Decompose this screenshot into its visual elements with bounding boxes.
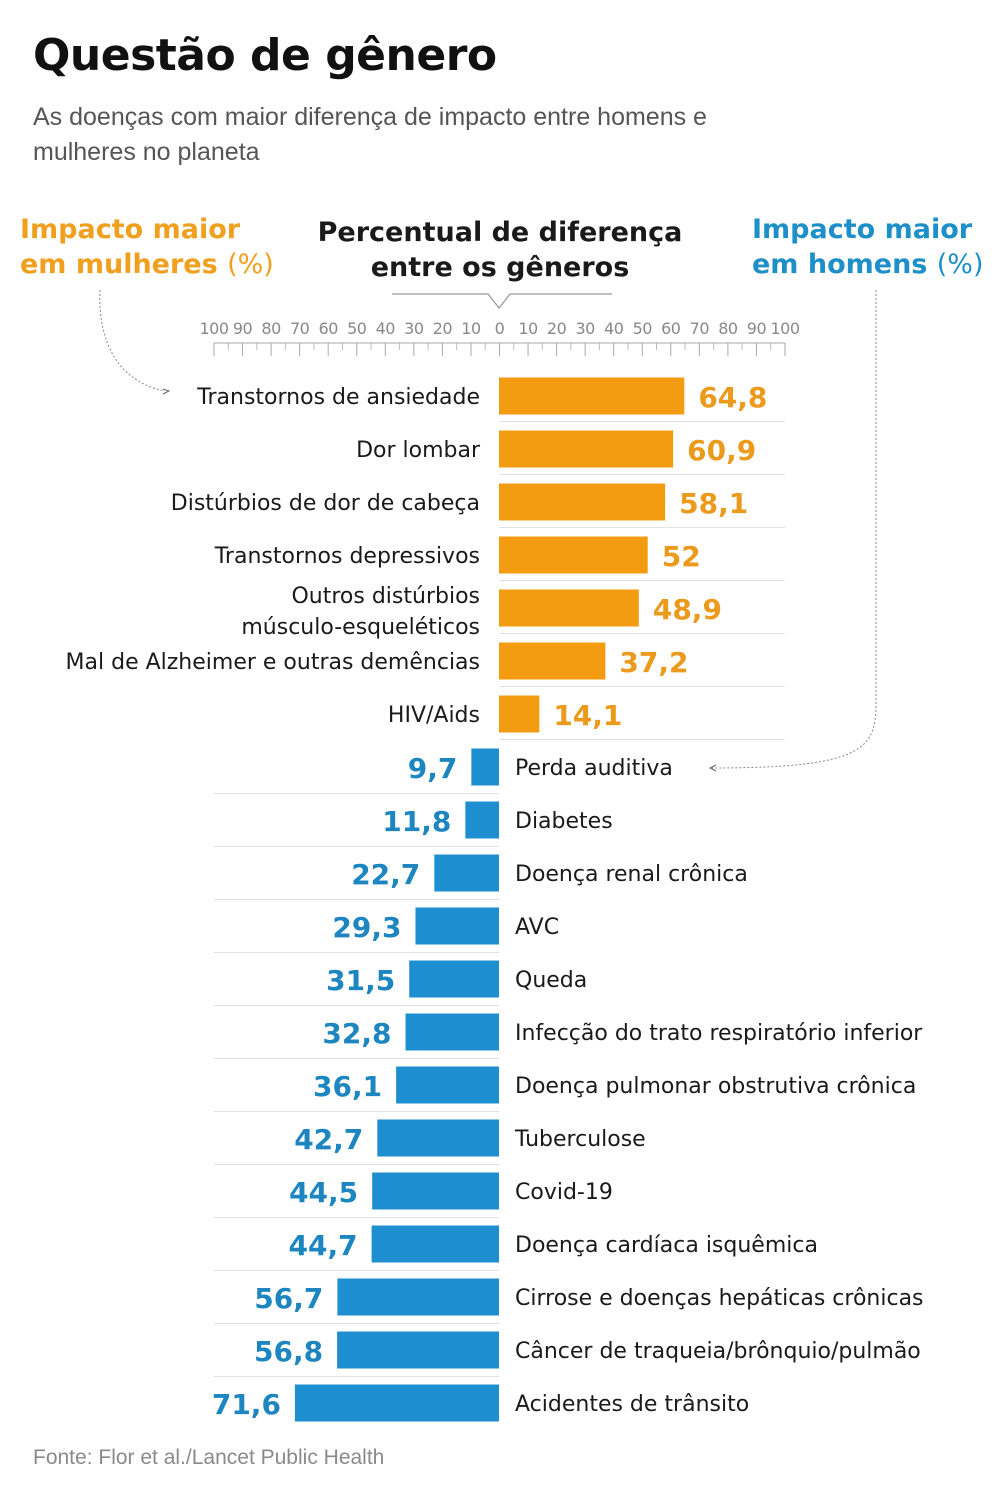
value-label-men: 29,3: [332, 911, 401, 944]
category-label: Queda: [515, 968, 587, 993]
value-label-women: 52: [662, 540, 701, 573]
axis-tick-label: 70: [290, 319, 310, 338]
bar-men: [471, 748, 499, 786]
category-label: Outros distúrbios: [291, 584, 480, 609]
header-women-unit: (%): [227, 249, 274, 280]
bar-men: [465, 801, 499, 839]
bar-women: [499, 430, 674, 468]
category-label: músculo-esqueléticos: [241, 615, 480, 640]
category-label: Infecção do trato respiratório inferior: [515, 1021, 923, 1046]
women-connector-arrow: [162, 388, 171, 395]
women-connector: [99, 289, 166, 392]
value-label-men: 11,8: [382, 805, 451, 838]
axis-tick-label: 30: [575, 319, 595, 338]
bar-men: [294, 1384, 499, 1422]
value-label-women: 48,9: [653, 593, 722, 626]
category-label: Câncer de traqueia/brônquio/pulmão: [515, 1339, 921, 1364]
bar-men: [337, 1278, 499, 1316]
value-label-women: 14,1: [553, 699, 622, 732]
axis-tick-label: 40: [376, 319, 396, 338]
axis-tick-label: 100: [199, 319, 228, 338]
bar-men: [377, 1119, 499, 1157]
axis-tick-label: 0: [495, 319, 505, 338]
source-note: Fonte: Flor et al./Lancet Public Health: [33, 1446, 385, 1469]
bar-women: [499, 695, 540, 733]
header-bracket: [392, 293, 612, 310]
value-label-men: 31,5: [326, 964, 395, 997]
bar-women: [499, 536, 648, 574]
axis-tick-label: 10: [518, 319, 538, 338]
bar-women: [499, 589, 639, 627]
value-label-men: 22,7: [351, 858, 420, 891]
axis-tick-label: 80: [261, 319, 281, 338]
header-women-text: Impacto maior em mulheres: [20, 214, 241, 280]
category-label: Doença renal crônica: [515, 862, 748, 887]
value-label-men: 32,8: [322, 1017, 391, 1050]
axis-tick-label: 90: [233, 319, 253, 338]
axis-tick-label: 30: [404, 319, 424, 338]
bar-men: [337, 1331, 499, 1369]
bar-men: [371, 1225, 499, 1263]
category-label: Perda auditiva: [515, 756, 673, 781]
value-label-women: 64,8: [698, 381, 767, 414]
men-connector: [711, 290, 877, 769]
header-men: Impacto maior em homens (%): [752, 212, 992, 282]
axis-tick-label: 100: [770, 319, 799, 338]
bar-men: [396, 1066, 499, 1104]
value-label-women: 58,1: [679, 487, 748, 520]
axis-tick-label: 70: [690, 319, 710, 338]
bar-men: [405, 1013, 499, 1051]
category-label: Distúrbios de dor de cabeça: [171, 491, 480, 516]
header-women: Impacto maior em mulheres (%): [20, 212, 280, 282]
category-label: Cirrose e doenças hepáticas crônicas: [515, 1286, 924, 1311]
value-label-men: 71,6: [212, 1388, 281, 1421]
bar-women: [499, 642, 606, 680]
value-label-men: 44,7: [289, 1229, 358, 1262]
axis-tick-label: 40: [604, 319, 624, 338]
category-label: Acidentes de trânsito: [515, 1392, 749, 1417]
bar-women: [499, 377, 685, 415]
axis-tick-label: 20: [433, 319, 453, 338]
chart-subtitle: As doenças com maior diferença de impact…: [33, 103, 707, 166]
axis-tick-label: 60: [661, 319, 681, 338]
bar-women: [499, 483, 666, 521]
value-label-men: 56,8: [254, 1335, 323, 1368]
header-men-unit: (%): [936, 249, 984, 280]
bar-men: [434, 854, 499, 892]
category-label: AVC: [515, 915, 559, 940]
axis-tick-label: 50: [633, 319, 653, 338]
category-label: Transtornos depressivos: [214, 544, 480, 569]
axis-tick-label: 90: [747, 319, 767, 338]
category-label: Doença pulmonar obstrutiva crônica: [515, 1074, 916, 1099]
axis-tick-label: 60: [319, 319, 339, 338]
axis-tick-label: 80: [718, 319, 738, 338]
value-label-women: 60,9: [687, 434, 756, 467]
category-label: Dor lombar: [356, 438, 481, 463]
header-center: Percentual de diferença entre os gêneros: [317, 217, 683, 283]
value-label-men: 9,7: [408, 752, 458, 785]
value-label-men: 44,5: [289, 1176, 358, 1209]
category-label: Covid-19: [515, 1180, 613, 1205]
axis-tick-label: 20: [547, 319, 567, 338]
category-label: Tuberculose: [514, 1127, 646, 1152]
category-label: Diabetes: [515, 809, 613, 834]
axis-tick-label: 10: [461, 319, 481, 338]
men-connector-arrow: [708, 764, 717, 772]
chart-title: Questão de gênero: [33, 30, 497, 81]
category-label: Doença cardíaca isquêmica: [515, 1233, 818, 1258]
bar-men: [372, 1172, 499, 1210]
axis-tick-label: 50: [347, 319, 367, 338]
bar-men: [409, 960, 499, 998]
category-label: HIV/Aids: [388, 703, 480, 728]
category-label: Transtornos de ansiedade: [196, 385, 480, 410]
header-men-text: Impacto maior em homens: [752, 214, 973, 280]
value-label-men: 42,7: [294, 1123, 363, 1156]
value-label-men: 36,1: [313, 1070, 382, 1103]
value-label-men: 56,7: [254, 1282, 323, 1315]
bar-men: [415, 907, 499, 945]
category-label: Mal de Alzheimer e outras demências: [66, 650, 480, 675]
value-label-women: 37,2: [619, 646, 688, 679]
